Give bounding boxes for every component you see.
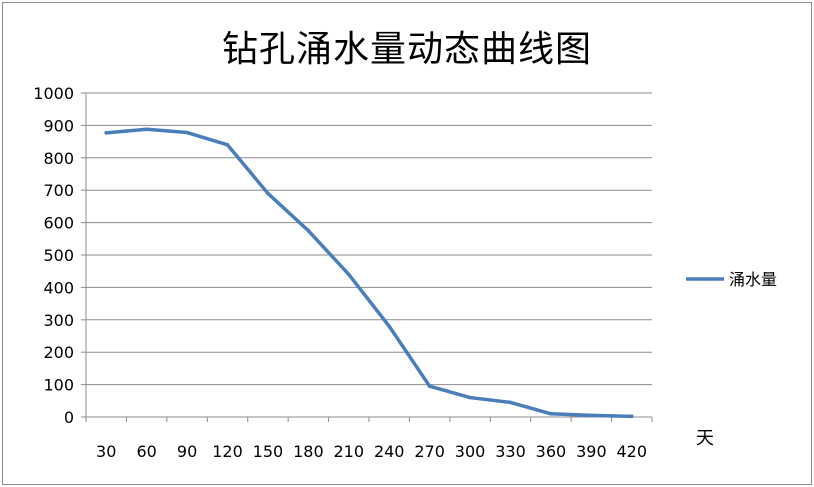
x-tick-label: 420 bbox=[617, 442, 648, 461]
x-tick-label: 330 bbox=[495, 442, 526, 461]
data-point bbox=[629, 414, 634, 419]
y-tick-label: 800 bbox=[43, 149, 74, 168]
x-tick-label: 180 bbox=[293, 442, 324, 461]
data-point bbox=[589, 413, 594, 418]
y-tick-label: 1000 bbox=[33, 84, 74, 103]
grid-lines bbox=[86, 92, 652, 386]
data-point bbox=[144, 127, 149, 132]
x-tick-label: 270 bbox=[414, 442, 445, 461]
x-tick-label: 150 bbox=[253, 442, 284, 461]
data-point bbox=[346, 272, 351, 277]
series-lines bbox=[104, 127, 634, 419]
data-point bbox=[427, 384, 432, 389]
data-point bbox=[549, 411, 553, 416]
axes bbox=[81, 92, 653, 422]
x-tick-labels: 30 60 90 120 150 180 210 240 270 300 330 360 390 420 bbox=[96, 442, 647, 461]
series-line-0 bbox=[104, 127, 634, 419]
y-tick-label: 400 bbox=[43, 278, 74, 297]
y-tick-label: 500 bbox=[43, 246, 74, 265]
y-tick-label: 300 bbox=[43, 311, 74, 330]
data-point bbox=[387, 324, 392, 329]
x-tick-label: 90 bbox=[177, 442, 197, 461]
legend-label-series: 涌水量 bbox=[729, 270, 777, 289]
x-axis-label: 天 bbox=[696, 428, 714, 449]
y-tick-label: 100 bbox=[43, 376, 74, 395]
y-tick-label: 700 bbox=[43, 181, 74, 200]
legend: 涌水量 bbox=[686, 270, 777, 289]
chart-title: 钻孔涌水量动态曲线图 bbox=[221, 29, 592, 70]
data-point bbox=[306, 228, 311, 233]
x-tick-label: 300 bbox=[455, 442, 486, 461]
data-point bbox=[104, 131, 109, 135]
x-tick-label: 210 bbox=[334, 442, 365, 461]
y-tick-label: 900 bbox=[43, 116, 74, 135]
data-point bbox=[225, 143, 230, 147]
data-point bbox=[468, 395, 472, 400]
data-point bbox=[266, 191, 270, 196]
y-tick-label: 600 bbox=[43, 214, 74, 233]
data-point bbox=[185, 130, 189, 135]
x-tick-label: 30 bbox=[96, 442, 116, 461]
y-tick-labels: 0 100 200 300 400 500 600 700 800 900 1000 bbox=[33, 84, 74, 427]
x-tick-label: 120 bbox=[212, 442, 243, 461]
x-tick-label: 390 bbox=[576, 442, 607, 461]
data-point bbox=[508, 400, 513, 405]
y-tick-label: 0 bbox=[64, 408, 74, 427]
x-tick-label: 240 bbox=[374, 442, 405, 461]
x-tick-label: 60 bbox=[136, 442, 156, 461]
y-tick-label: 200 bbox=[43, 343, 74, 362]
x-tick-label: 360 bbox=[536, 442, 567, 461]
